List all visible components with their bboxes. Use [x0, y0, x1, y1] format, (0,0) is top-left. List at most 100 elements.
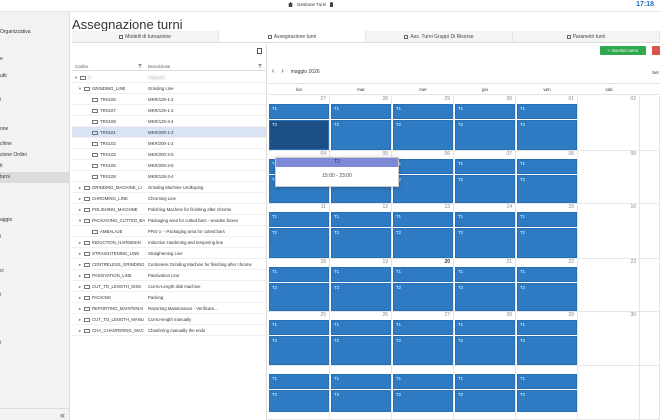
sidebar-item[interactable]: i — [0, 340, 2, 346]
shift-event[interactable]: T1 — [331, 212, 391, 227]
calendar-day-cell[interactable] — [640, 259, 660, 312]
tree-row[interactable]: TRS102 MKR/200-1-2 — [72, 138, 266, 149]
insert-shift-button[interactable]: + Inserisci turno — [600, 46, 646, 55]
calendar-day-cell[interactable]: 16 — [578, 204, 640, 259]
shift-event[interactable]: T1 — [331, 104, 391, 119]
calendar-day-cell[interactable]: 02 — [578, 96, 640, 151]
chevron-right-icon[interactable]: ▸ — [78, 306, 82, 311]
shift-event[interactable]: T2 — [517, 228, 577, 258]
calendar-day-cell[interactable] — [578, 366, 640, 420]
calendar-day-cell[interactable]: 26 T1 T2 — [330, 312, 392, 366]
shift-event[interactable]: T2 — [517, 283, 577, 311]
shift-event[interactable]: T2 — [393, 175, 453, 203]
sidebar-item[interactable]: i — [0, 97, 2, 103]
calendar-day-cell[interactable] — [640, 204, 660, 259]
shift-event[interactable]: T2 — [455, 120, 515, 150]
chevron-right-icon[interactable]: › — [281, 68, 284, 75]
shift-event[interactable]: T1 — [455, 212, 515, 227]
tree-row[interactable]: ▾ PACKAGING_CUTTED_BA Packaging area for c… — [72, 215, 266, 226]
shift-event[interactable]: T1 — [393, 267, 453, 282]
shift-event[interactable]: T2 — [393, 283, 453, 311]
calendar-day-cell[interactable]: 22 T1 T2 — [516, 259, 578, 312]
tree-root-row[interactable]: ▾ B Trapunto — [72, 72, 266, 83]
calendar-day-cell[interactable]: 19 T1 T2 — [330, 259, 392, 312]
shift-event[interactable]: T2 — [517, 390, 577, 412]
shift-event[interactable]: T2 — [455, 283, 515, 311]
shift-event[interactable]: T1 — [455, 104, 515, 119]
column-header-description[interactable]: Descrizione — [148, 64, 171, 69]
calendar-day-cell[interactable]: 21 T1 T2 — [454, 259, 516, 312]
pin-icon[interactable] — [330, 2, 334, 7]
chevron-down-icon[interactable]: ▾ — [78, 218, 82, 223]
sidebar-item[interactable] — [0, 250, 70, 261]
shift-event[interactable]: T2 — [269, 120, 329, 150]
tree-row[interactable]: ▸ CHA_CHANFERING_MAC Chanfering manually t… — [72, 325, 266, 336]
shift-event[interactable]: T1 — [393, 212, 453, 227]
tree-row[interactable]: TRS105 MKR/200-3-5 — [72, 160, 266, 171]
shift-event[interactable]: T2 — [393, 120, 453, 150]
shift-event[interactable]: T1 — [517, 320, 577, 335]
tree-row[interactable]: TRS108 MKR/125-3-4 — [72, 116, 266, 127]
chevron-down-icon[interactable]: ▾ — [74, 75, 78, 80]
shift-event[interactable]: T1 — [331, 374, 391, 389]
sidebar-item[interactable]: zione Ordini — [0, 152, 27, 158]
shift-event[interactable]: T1 — [331, 267, 391, 282]
shift-event[interactable]: T2 — [331, 283, 391, 311]
shift-event[interactable]: T1 — [393, 159, 453, 174]
chevron-right-icon[interactable]: ▸ — [78, 240, 82, 245]
calendar-day-cell[interactable]: 14 T1 T2 — [454, 204, 516, 259]
shift-event[interactable]: T1 — [269, 374, 329, 389]
tab-ass-turni-gruppi[interactable]: Ass. Turni Gruppi Di Risorse — [366, 31, 513, 42]
shift-event[interactable]: T2 — [455, 390, 515, 412]
calendar-day-cell[interactable] — [640, 312, 660, 366]
sidebar-item[interactable]: one — [0, 126, 9, 132]
tree-row[interactable]: ▸ POLISHING_MACHINE Polishing Machine for … — [72, 204, 266, 215]
calendar-day-cell[interactable]: T1 T2 — [516, 366, 578, 420]
calendar-day-cell[interactable]: T1 T2 — [268, 366, 330, 420]
delete-button[interactable] — [652, 46, 660, 55]
calendar-day-cell[interactable]: 29 T1 T2 — [392, 96, 454, 151]
chevron-right-icon[interactable]: ▸ — [78, 273, 82, 278]
tree-row[interactable]: TRS101 MKR/200-1-2 — [72, 127, 266, 138]
shift-event[interactable]: T1 — [517, 159, 577, 174]
sidebar-item[interactable]: i — [0, 234, 2, 240]
tree-row[interactable]: ▸ PASSIVATION_LINE Passivation Line — [72, 270, 266, 281]
tab-parametri-turni[interactable]: Parametri turni — [513, 31, 660, 42]
shift-event[interactable]: T2 — [269, 390, 329, 412]
export-icon[interactable] — [257, 48, 262, 54]
sidebar-item[interactable]: aggio — [0, 217, 13, 223]
view-selector[interactable]: Set — [652, 70, 659, 75]
sidebar-item[interactable]: ci — [0, 268, 4, 274]
shift-event[interactable]: T2 — [517, 175, 577, 203]
tree-row[interactable]: TRS108 MKR/125-3-4 — [72, 171, 266, 182]
calendar-day-cell[interactable]: 11 T1 T2 — [268, 204, 330, 259]
shift-event[interactable]: T2 — [393, 336, 453, 365]
tree-row[interactable]: ▸ INDUCTION_HARDENIN Induction Hardening a… — [72, 237, 266, 248]
sidebar-item[interactable]: e — [0, 56, 3, 62]
calendar-day-cell[interactable]: 30 T1 T2 — [454, 96, 516, 151]
shift-event[interactable]: T1 — [455, 320, 515, 335]
double-chevron-left-icon[interactable]: « — [59, 410, 65, 420]
calendar-day-cell[interactable]: 13 T1 T2 — [392, 204, 454, 259]
calendar-day-cell[interactable]: 30 — [578, 312, 640, 366]
calendar-day-cell[interactable]: 28 T1 T2 — [330, 96, 392, 151]
shift-event[interactable]: T2 — [393, 228, 453, 258]
calendar-day-cell[interactable]: 25 T1 T2 — [268, 312, 330, 366]
shift-event[interactable]: T2 — [269, 283, 329, 311]
shift-event[interactable]: T2 — [455, 336, 515, 365]
calendar-day-cell[interactable]: 23 — [578, 259, 640, 312]
chevron-right-icon[interactable]: ▸ — [78, 262, 82, 267]
shift-event[interactable]: T1 — [455, 159, 515, 174]
tree-row[interactable]: ▸ CHROMING_LINE Chroming Line — [72, 193, 266, 204]
chevron-right-icon[interactable]: ▸ — [78, 295, 82, 300]
chevron-right-icon[interactable]: ▸ — [78, 185, 82, 190]
shift-event[interactable]: T2 — [393, 390, 453, 412]
calendar-day-cell[interactable] — [640, 96, 660, 151]
calendar-day-cell[interactable]: 08 T1 T2 — [516, 151, 578, 204]
tree-row[interactable]: ▸ STRAIGHTENING_LINE Straightening Line — [72, 248, 266, 259]
calendar-day-cell[interactable]: 09 — [578, 151, 640, 204]
shift-event[interactable]: T1 — [393, 320, 453, 335]
tree-row[interactable]: ▸ GRINDING_MACHINE_LI Grinding Machine Und… — [72, 182, 266, 193]
tree-row[interactable]: TRS103 MKR/200-3-5 — [72, 149, 266, 160]
